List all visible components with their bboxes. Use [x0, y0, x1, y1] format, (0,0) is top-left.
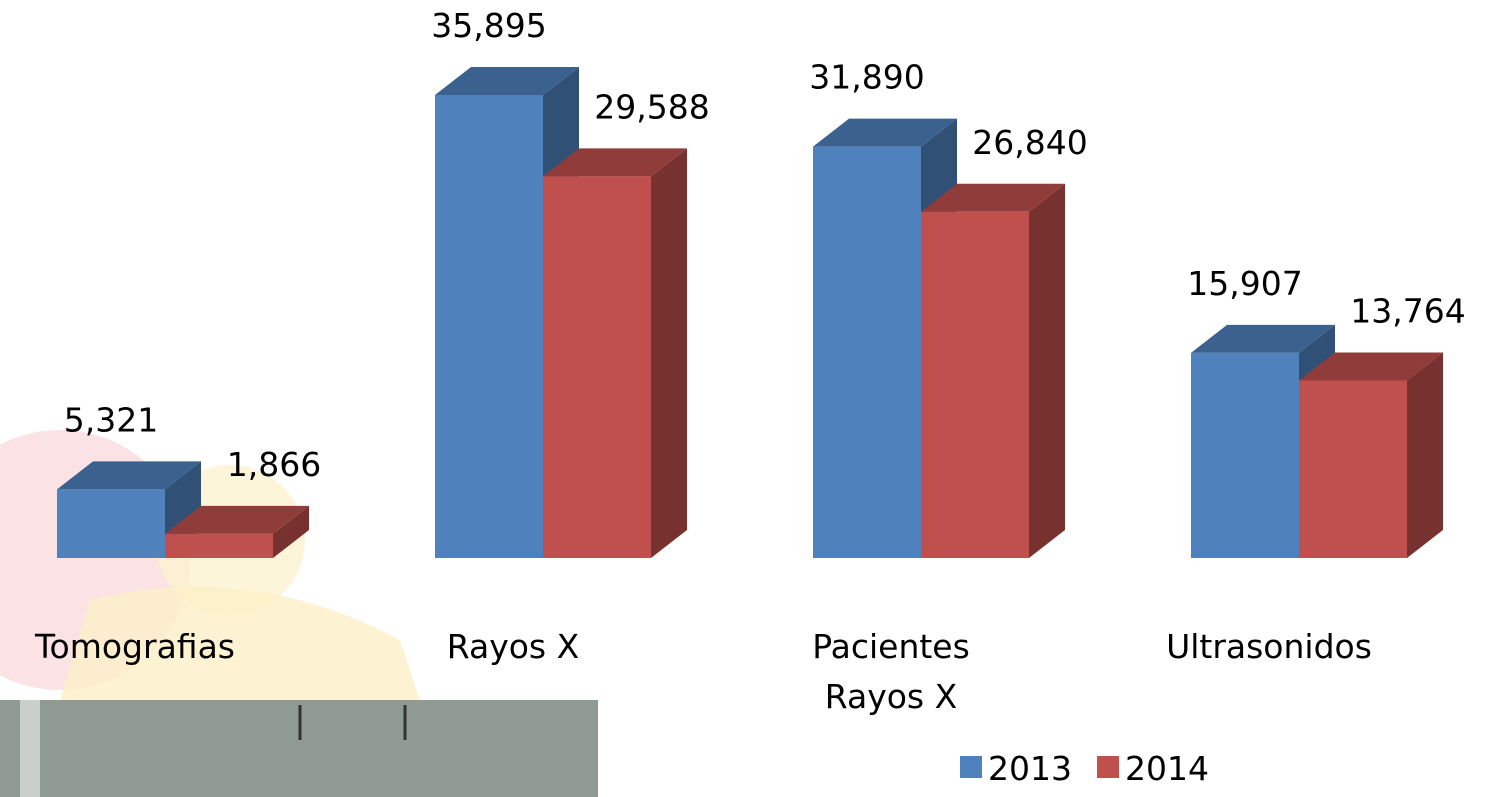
bar-front — [543, 176, 651, 558]
bar — [1299, 352, 1443, 558]
bar-side — [651, 148, 687, 558]
bar — [543, 148, 687, 558]
chart: 5,321 1,866 35,895 29,588 31,890 26,840 15,907… — [0, 0, 1485, 797]
data-label: 1,866 — [227, 445, 321, 484]
legend-swatch — [960, 756, 982, 778]
x-tick-label: Tomografias — [25, 622, 245, 672]
data-label: 26,840 — [972, 123, 1087, 162]
bar-side — [1029, 184, 1065, 558]
legend-label: 2014 — [1125, 749, 1209, 788]
x-tick-label: Pacientes Rayos X — [781, 622, 1001, 722]
bar-front — [1299, 380, 1407, 558]
bar-front — [435, 95, 543, 558]
bar-front — [57, 489, 165, 558]
bar-front — [921, 212, 1029, 558]
bar-front — [165, 534, 273, 558]
x-tick-label: Rayos X — [403, 622, 623, 672]
bar-front — [1191, 353, 1299, 558]
legend-swatch — [1097, 756, 1119, 778]
data-label: 35,895 — [431, 6, 546, 45]
bar-front — [813, 147, 921, 558]
data-label: 29,588 — [594, 87, 709, 126]
data-label: 15,907 — [1187, 264, 1302, 303]
data-label: 31,890 — [809, 58, 924, 97]
bar — [921, 184, 1065, 558]
legend-label: 2013 — [988, 749, 1072, 788]
bar-side — [1407, 352, 1443, 558]
page: {"chart_data": {"type": "bar3d", "catego… — [0, 0, 1485, 797]
data-label: 13,764 — [1350, 291, 1465, 330]
x-tick-label: Ultrasonidos — [1159, 622, 1379, 672]
data-label: 5,321 — [64, 400, 158, 439]
